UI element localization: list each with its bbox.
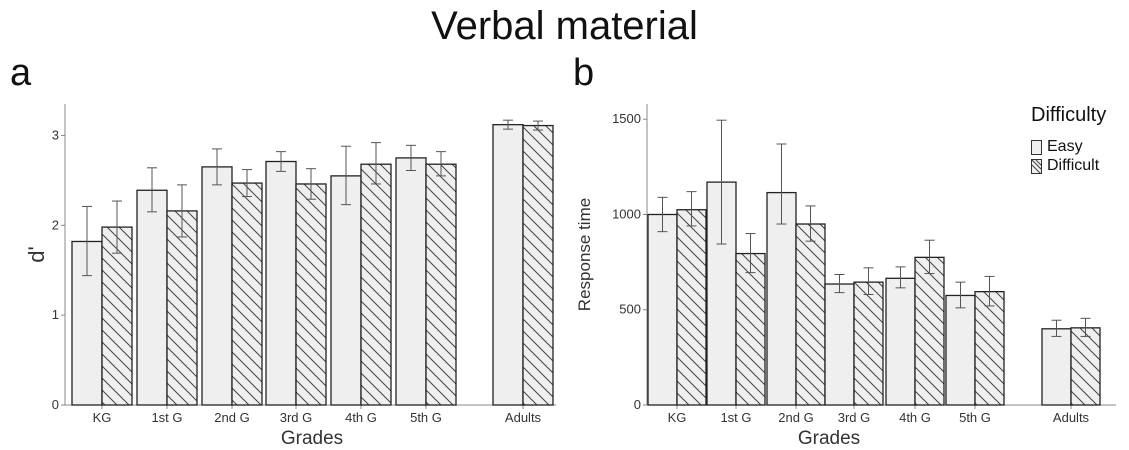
x-tick-label: 1st G [720, 410, 751, 425]
y-tick-label: 500 [619, 302, 641, 317]
panel-label-b: b [573, 52, 595, 94]
x-tick-label: 3rd G [280, 410, 313, 425]
figure-title: Verbal material [431, 4, 698, 48]
x-tick-label: 5th G [959, 410, 991, 425]
x-tick-label: 2nd G [214, 410, 249, 425]
legend-label-difficult: Difficult [1047, 157, 1100, 174]
y-tick-label: 1000 [612, 206, 641, 221]
bar-easy-5th-g [395, 157, 427, 406]
bar-easy-5th-g [945, 294, 976, 406]
bar-easy-adults [1041, 328, 1072, 406]
legend-label-easy: Easy [1047, 138, 1083, 155]
y-tick-label: 1500 [612, 111, 641, 126]
bar-difficult-adults [522, 124, 554, 406]
x-tick-label: 5th G [410, 410, 442, 425]
legend-swatch-difficult [1031, 158, 1042, 174]
chart-b-response-time: 0 500 1000 1500 KG 1st G 2nd G 3rd G 4th G 5th G A… [575, 104, 1116, 449]
bar-difficult-kg [676, 209, 707, 406]
bar-difficult-1st-g [735, 252, 766, 406]
bar-difficult-kg [101, 226, 133, 406]
bar-easy-kg [647, 213, 678, 406]
bar-easy-adults [492, 124, 524, 406]
bar-difficult-3rd-g [853, 281, 884, 406]
x-tick-label: KG [668, 410, 687, 425]
bar-difficult-3rd-g [295, 183, 327, 406]
bar-difficult-5th-g [425, 163, 457, 406]
y-tick-label: 0 [52, 397, 59, 412]
bar-difficult-2nd-g [795, 223, 826, 406]
chart-a-dprime: 0 1 2 3 KG 1st G 2nd G 3rd G 4th G 5th G Adults Gra… [24, 104, 556, 449]
legend-title: Difficulty [1031, 104, 1107, 126]
x-tick-label: 1st G [151, 410, 182, 425]
x-tick-label: 3rd G [838, 410, 871, 425]
bar-difficult-4th-g [914, 256, 945, 406]
x-tick-label: Adults [1053, 410, 1090, 425]
bar-easy-4th-g [885, 277, 916, 406]
bar-difficult-5th-g [974, 290, 1005, 406]
bar-easy-4th-g [330, 175, 362, 406]
legend-item-difficult: Difficult [1031, 157, 1099, 175]
bar-easy-3rd-g [824, 283, 855, 406]
bar-easy-2nd-g [201, 166, 233, 406]
x-tick-label: KG [93, 410, 112, 425]
y-tick-label: 1 [52, 307, 59, 322]
x-tick-label: 4th G [345, 410, 377, 425]
bar-easy-3rd-g [265, 160, 297, 406]
x-axis-title: Grades [798, 428, 860, 449]
bar-easy-1st-g [136, 189, 168, 406]
x-tick-label: 2nd G [778, 410, 813, 425]
y-axis-title: Response time [575, 198, 594, 311]
legend-item-easy: Easy [1031, 138, 1083, 156]
x-axis-title: Grades [281, 428, 343, 449]
y-tick-label: 0 [634, 397, 641, 412]
panel-label-a: a [10, 52, 32, 94]
legend-swatch-easy [1031, 139, 1042, 155]
y-tick-label: 2 [52, 217, 59, 232]
bar-difficult-2nd-g [231, 182, 263, 406]
x-tick-label: 4th G [899, 410, 931, 425]
y-axis-title: d' [24, 246, 49, 262]
y-tick-label: 3 [52, 127, 59, 142]
x-tick-label: Adults [505, 410, 542, 425]
bar-difficult-4th-g [360, 163, 392, 406]
bar-difficult-1st-g [166, 210, 198, 406]
bar-difficult-adults [1070, 327, 1101, 406]
